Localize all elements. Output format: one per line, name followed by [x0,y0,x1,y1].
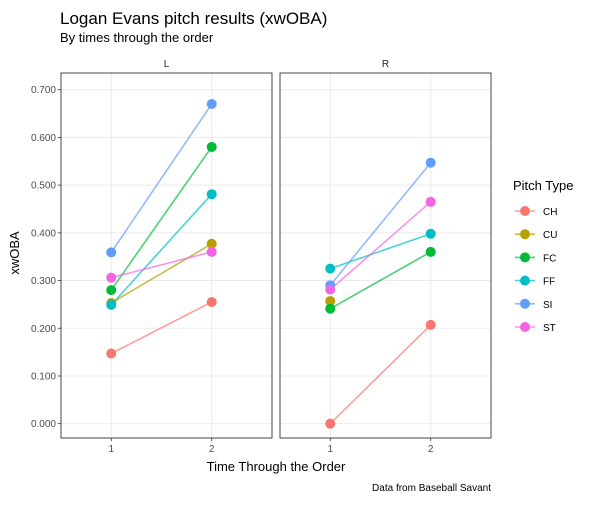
legend: Pitch Type CH CU FC FF SI ST [513,178,573,334]
facet-label: R [382,59,389,70]
y-tick-label: 0.000 [31,419,56,430]
legend-item-FC: FC [515,252,556,264]
y-tick-label: 0.100 [31,371,56,382]
legend-label: CU [543,230,557,241]
series-line-FC [110,146,213,291]
legend-item-SI: SI [515,298,552,311]
series-line-CH [110,301,213,355]
series-line-FF [110,193,213,306]
legend-key-point [520,275,530,286]
y-tick-label: 0.700 [31,85,56,96]
series-line-SI [329,162,432,286]
series-line-ST [111,251,212,279]
panels-layer: L 0.000 0.100 0.200 0.300 0.400 0.500 0.600 0.70… [31,59,492,455]
data-point-ST [325,284,336,295]
y-tick-label: 0.200 [31,324,56,335]
data-point-FF [425,228,436,239]
legend-key-point [520,229,530,240]
y-tick-label: 0.300 [31,276,56,287]
data-point-FC [425,246,436,257]
data-point-FC [206,141,217,152]
y-tick-label: 0.400 [31,228,56,239]
x-tick-label: 1 [108,444,114,455]
data-point-FF [106,299,117,310]
data-point-CH [425,319,436,330]
facet-label: L [164,59,170,70]
panel-border [279,72,492,439]
series-line-FF [329,233,431,270]
data-point-CH [206,297,217,308]
legend-key-point [520,298,530,309]
y-axis-title: xwOBA [7,231,22,275]
data-point-CH [106,348,117,359]
data-point-CU [325,296,336,307]
data-point-CU [206,238,217,249]
legend-label: FF [543,277,555,288]
data-point-SI [425,157,436,168]
data-point-CH [325,418,336,429]
y-tick-label: 0.500 [31,181,56,192]
panel-border [60,72,273,439]
legend-label: FC [543,253,556,264]
data-point-SI [106,247,117,258]
chart-title: Logan Evans pitch results (xwOBA) [60,9,327,28]
x-axis-title: Time Through the Order [207,459,346,474]
chart-subtitle: By times through the order [60,30,214,45]
x-tick-label: 2 [428,444,434,455]
legend-key-point [520,206,530,216]
legend-item-CH: CH [515,206,557,218]
legend-key-point [520,322,530,332]
legend-item-CU: CU [515,229,557,241]
series-line-FC [329,251,432,310]
legend-item-ST: ST [515,322,556,334]
data-point-ST [106,272,117,283]
series-line-CH [329,324,432,425]
data-point-FF [206,189,217,200]
data-point-FC [106,285,117,296]
legend-title: Pitch Type [513,178,573,193]
legend-label: CH [543,207,557,218]
y-tick-label: 0.600 [31,133,56,144]
x-tick-label: 1 [327,444,333,455]
legend-key-point [520,252,530,263]
data-point-FC [325,303,336,314]
series-line-CU [110,243,213,304]
caption: Data from Baseball Savant [372,483,491,494]
data-point-ST [425,196,436,207]
legend-item-FF: FF [515,275,555,288]
series-line-SI [110,103,213,253]
data-point-ST [206,246,217,257]
data-point-FF [325,263,336,274]
data-point-SI [206,99,217,110]
facet-panel-R: R 1 2 [279,59,492,455]
series-line-ST [329,201,432,291]
facet-panel-L: L 0.000 0.100 0.200 0.300 0.400 0.500 0.600 0.70… [31,59,273,455]
legend-label: SI [543,300,552,311]
x-tick-label: 2 [209,444,215,455]
legend-label: ST [543,323,556,334]
